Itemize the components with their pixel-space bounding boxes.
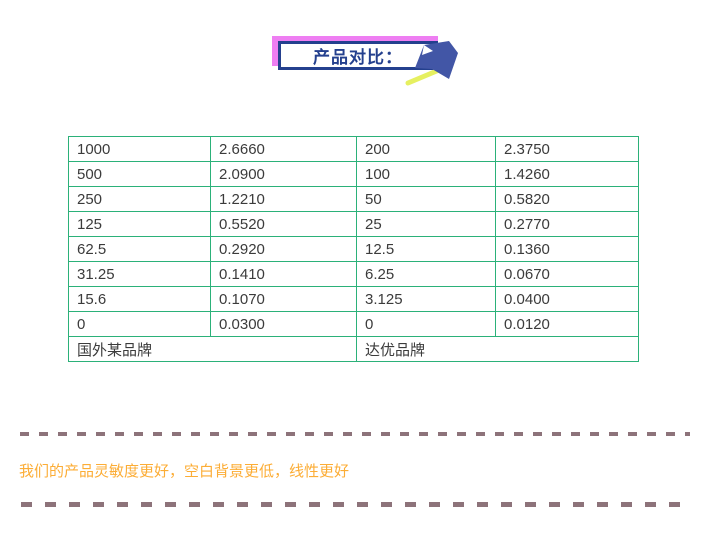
table-cell: 0.0300	[210, 311, 357, 337]
table-row: 15.6 0.1070 3.125 0.0400	[68, 286, 639, 312]
table-row: 1000 2.6660 200 2.3750	[68, 136, 639, 162]
table-cell: 1.2210	[210, 186, 357, 212]
table-cell: 25	[356, 211, 496, 237]
brand-label-dayou: 达优品牌	[356, 336, 639, 362]
table-cell: 1000	[68, 136, 211, 162]
flag-icon	[405, 41, 458, 86]
table-cell: 2.6660	[210, 136, 357, 162]
product-note-text: 我们的产品灵敏度更好，空白背景更低，线性更好	[19, 463, 350, 480]
table-cell: 2.0900	[210, 161, 357, 187]
table-cell: 62.5	[68, 236, 211, 262]
table-cell: 500	[68, 161, 211, 187]
table-cell: 6.25	[356, 261, 496, 287]
table-cell: 0.0120	[495, 311, 639, 337]
table-cell: 15.6	[68, 286, 211, 312]
table-cell: 0.0400	[495, 286, 639, 312]
table-cell: 0.2770	[495, 211, 639, 237]
page-title: 产品对比：	[313, 48, 403, 67]
table-cell: 125	[68, 211, 211, 237]
table-cell: 0	[356, 311, 496, 337]
table-cell: 0.1070	[210, 286, 357, 312]
table-cell: 0	[68, 311, 211, 337]
table-cell: 0.5820	[495, 186, 639, 212]
table-cell: 31.25	[68, 261, 211, 287]
table-cell: 0.5520	[210, 211, 357, 237]
dashed-divider-top	[20, 432, 690, 436]
table-cell: 100	[356, 161, 496, 187]
table-cell: 0.0670	[495, 261, 639, 287]
comparison-table: 1000 2.6660 200 2.3750 500 2.0900 100 1.…	[68, 136, 639, 362]
table-cell: 50	[356, 186, 496, 212]
table-cell: 0.1360	[495, 236, 639, 262]
table-row: 31.25 0.1410 6.25 0.0670	[68, 261, 639, 287]
table-row: 250 1.2210 50 0.5820	[68, 186, 639, 212]
table-cell: 200	[356, 136, 496, 162]
table-cell: 250	[68, 186, 211, 212]
table-cell: 12.5	[356, 236, 496, 262]
title-box: 产品对比：	[278, 41, 438, 70]
table-row: 125 0.5520 25 0.2770	[68, 211, 639, 237]
table-cell: 2.3750	[495, 136, 639, 162]
table-cell: 0.1410	[210, 261, 357, 287]
brand-label-foreign: 国外某品牌	[68, 336, 357, 362]
table-cell: 3.125	[356, 286, 496, 312]
table-row: 500 2.0900 100 1.4260	[68, 161, 639, 187]
table-cell: 0.2920	[210, 236, 357, 262]
dashed-divider-bottom	[21, 502, 692, 507]
table-cell: 1.4260	[495, 161, 639, 187]
table-footer-row: 国外某品牌 达优品牌	[68, 336, 639, 362]
table-row: 62.5 0.2920 12.5 0.1360	[68, 236, 639, 262]
table-row: 0 0.0300 0 0.0120	[68, 311, 639, 337]
